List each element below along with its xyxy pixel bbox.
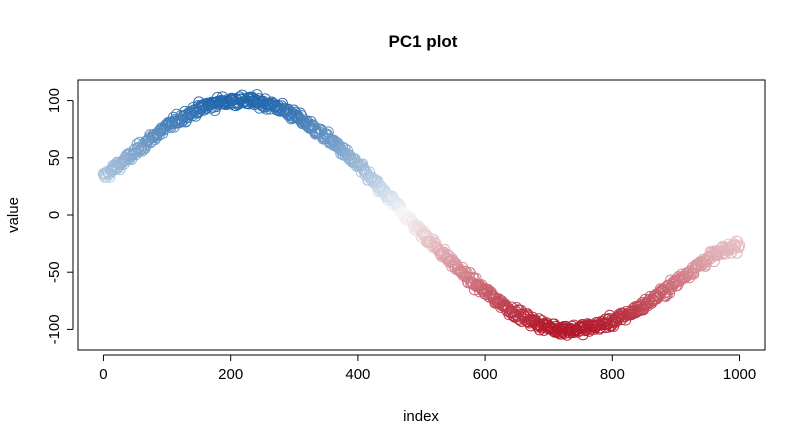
data-point	[640, 297, 653, 309]
data-point	[459, 265, 471, 277]
x-tick-label: 400	[345, 366, 370, 383]
x-tick-label: 0	[99, 366, 107, 383]
data-point	[731, 247, 743, 259]
data-point	[660, 290, 672, 302]
data-point	[733, 239, 746, 251]
data-point	[276, 97, 289, 110]
y-axis: -100 -50 0 50 100	[46, 88, 74, 344]
x-axis-label: index	[403, 408, 439, 425]
y-tick-label: 100	[46, 88, 63, 113]
y-tick-label: -100	[46, 314, 63, 344]
y-tick-label: 0	[46, 211, 63, 219]
plot-frame	[77, 79, 766, 351]
y-axis-label: value	[5, 197, 22, 233]
x-tick-label: 1000	[723, 366, 756, 383]
x-tick-label: 200	[218, 366, 243, 383]
data-point	[151, 127, 164, 140]
y-tick-label: 50	[46, 149, 63, 166]
x-tick-label: 800	[600, 366, 625, 383]
data-point	[109, 159, 122, 171]
y-tick-label: -50	[46, 261, 63, 283]
scatter-points	[97, 89, 746, 341]
x-tick-label: 600	[473, 366, 498, 383]
data-point	[362, 174, 374, 186]
data-point	[697, 253, 709, 265]
data-point	[732, 241, 744, 253]
data-point	[439, 244, 451, 256]
x-axis: 0 200 400 600 800 1000	[99, 354, 756, 383]
data-point	[561, 329, 573, 341]
data-point	[288, 104, 300, 116]
chart-title: PC1 plot	[389, 32, 458, 51]
